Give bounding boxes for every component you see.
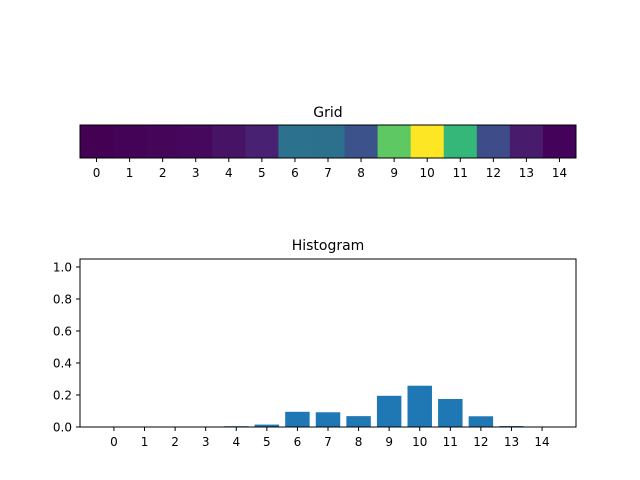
grid-x-tick-label: 12: [486, 166, 501, 180]
histogram-y-tick-label: 1.0: [53, 261, 72, 275]
histogram-bar: [346, 416, 371, 427]
histogram-bar: [468, 416, 494, 427]
histogram-x-tick-label: 6: [294, 435, 302, 449]
grid-x-tick-label: 4: [225, 166, 233, 180]
grid-x-tick-label: 8: [357, 166, 365, 180]
histogram-bar: [407, 385, 432, 427]
grid-x-tick-label: 13: [519, 166, 534, 180]
grid-title: Grid: [313, 105, 342, 121]
histogram-bar: [285, 411, 310, 427]
histogram-bar: [254, 424, 280, 427]
grid-x-tick-label: 1: [126, 166, 134, 180]
grid-x-tick-label: 11: [453, 166, 468, 180]
histogram-x-tick-label: 8: [355, 435, 363, 449]
grid-cells: [80, 125, 577, 158]
grid-cell: [113, 125, 147, 158]
grid-x-tick-label: 0: [93, 166, 101, 180]
histogram-x-ticks: 0 1 2 3 4 5 6 7 8 9 10 11 12 13 14: [110, 427, 550, 449]
grid-x-ticks: 0 1 2 3 4 5 6 7 8 9 10 11 12 13 14: [93, 158, 567, 180]
histogram-frame: [79, 258, 577, 428]
histogram-y-ticks: 0.0 0.2 0.4 0.6 0.8 1.0: [53, 261, 80, 435]
histogram-y-tick-label: 0.8: [53, 293, 72, 307]
grid-cell: [278, 125, 312, 158]
histogram-x-tick-label: 5: [263, 435, 271, 449]
grid-cell: [344, 125, 379, 158]
grid-cell: [146, 125, 180, 158]
grid-cell: [212, 125, 246, 158]
histogram-bar: [438, 399, 463, 427]
grid-cell: [311, 125, 346, 158]
grid-cell: [476, 125, 511, 158]
grid-x-tick-label: 9: [390, 166, 398, 180]
histogram-y-tick-label: 0.6: [53, 325, 72, 339]
grid-x-tick-label: 7: [324, 166, 332, 180]
histogram-x-tick-label: 9: [385, 435, 393, 449]
grid-cell: [245, 125, 279, 158]
histogram-x-tick-label: 13: [504, 435, 519, 449]
histogram-x-tick-label: 4: [232, 435, 240, 449]
grid-panel: Grid 0 1 2 3 4 5 6 7 8 9 10 11 12 13 14: [79, 105, 577, 180]
grid-x-tick-label: 3: [192, 166, 200, 180]
grid-x-tick-label: 5: [258, 166, 266, 180]
histogram-x-tick-label: 3: [202, 435, 210, 449]
histogram-y-tick-label: 0.4: [53, 357, 72, 371]
grid-cell: [542, 125, 577, 158]
histogram-bars: [101, 385, 555, 427]
histogram-x-tick-label: 12: [473, 435, 488, 449]
histogram-x-tick-label: 1: [141, 435, 149, 449]
histogram-x-tick-label: 0: [110, 435, 118, 449]
grid-cell: [443, 125, 478, 158]
histogram-y-tick-label: 0.2: [53, 389, 72, 403]
grid-cell: [80, 125, 114, 158]
histogram-title: Histogram: [292, 238, 365, 254]
grid-x-tick-label: 14: [552, 166, 567, 180]
histogram-x-tick-label: 11: [443, 435, 458, 449]
histogram-x-tick-label: 10: [412, 435, 427, 449]
grid-cell: [509, 125, 544, 158]
grid-cell: [410, 125, 445, 158]
histogram-x-tick-label: 2: [171, 435, 179, 449]
grid-x-tick-label: 2: [159, 166, 167, 180]
grid-x-tick-label: 10: [420, 166, 435, 180]
grid-cell: [179, 125, 213, 158]
grid-x-tick-label: 6: [291, 166, 299, 180]
histogram-bar: [315, 412, 341, 427]
histogram-x-tick-label: 7: [324, 435, 332, 449]
grid-cell: [377, 125, 412, 158]
histogram-bar: [376, 395, 402, 427]
histogram-y-tick-label: 0.0: [53, 421, 72, 435]
histogram-x-tick-label: 14: [534, 435, 549, 449]
